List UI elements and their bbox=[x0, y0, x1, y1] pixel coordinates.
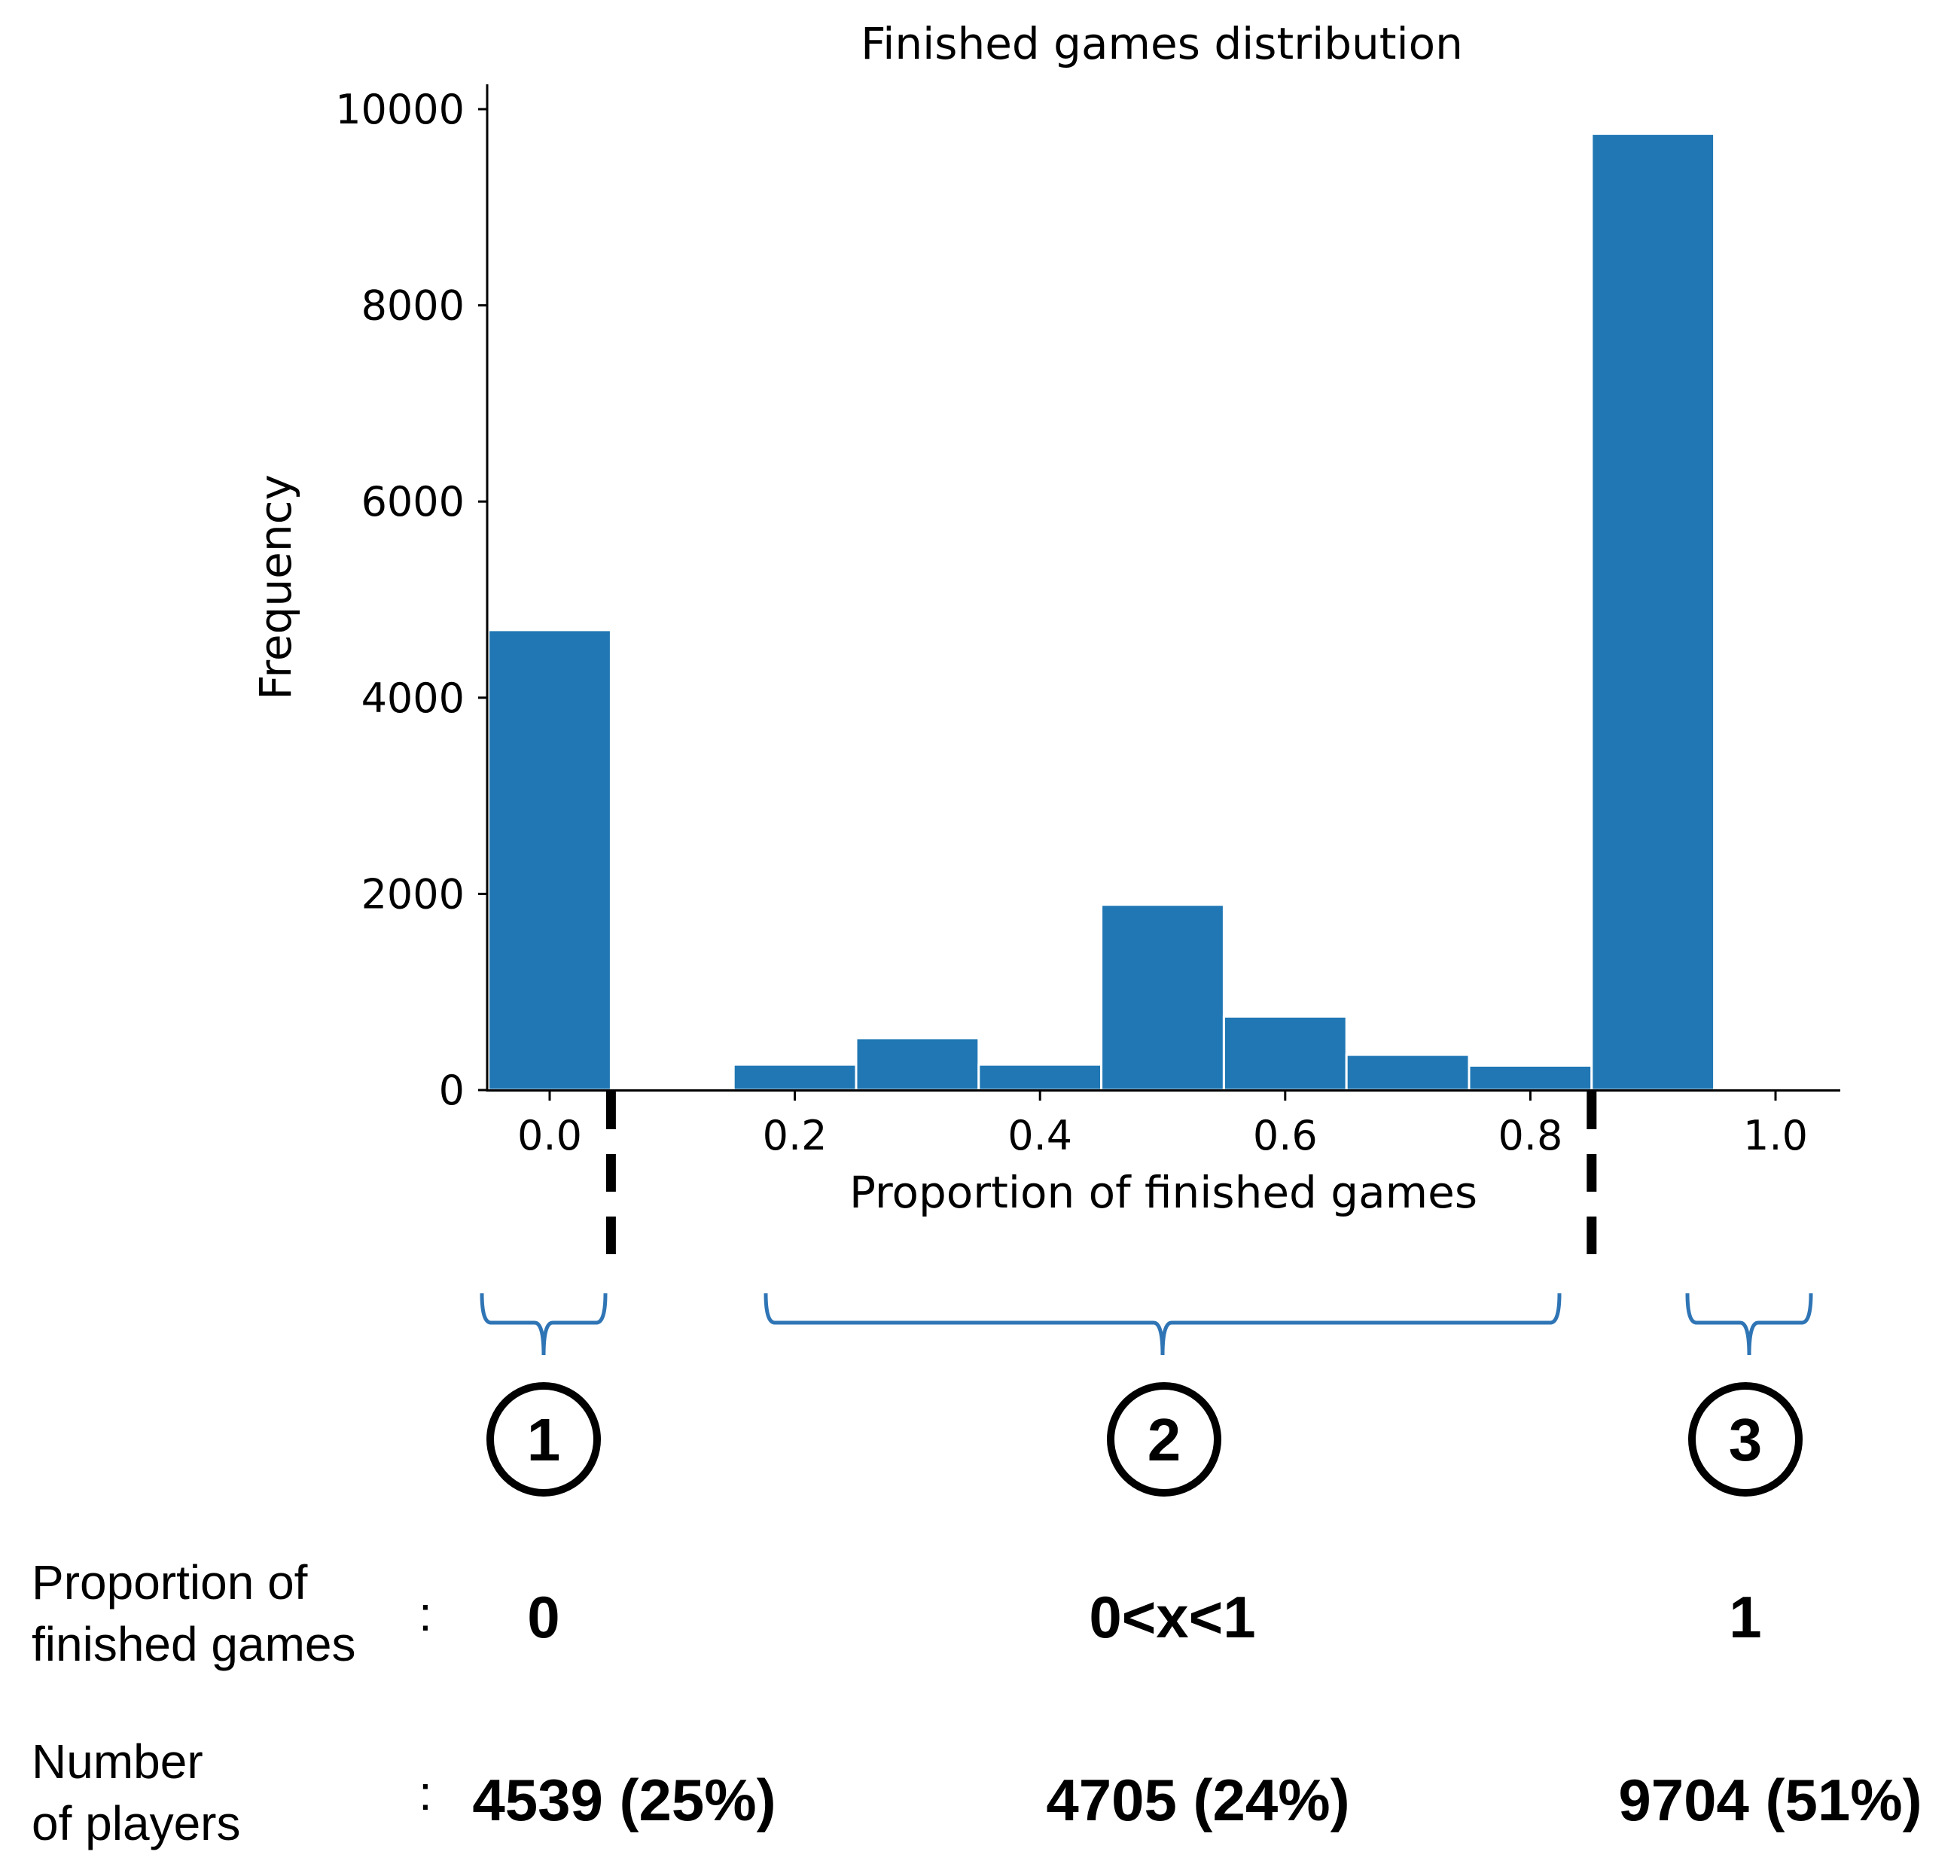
x-ticks: 0.0 0.2 0.4 0.6 0.8 1.0 bbox=[517, 1092, 1808, 1159]
histogram-bar bbox=[1100, 903, 1225, 1092]
x-tick-label: 0.8 bbox=[1498, 1112, 1562, 1159]
group-2-number: 2 bbox=[1148, 1406, 1181, 1473]
x-tick-label: 0.6 bbox=[1253, 1112, 1318, 1159]
y-ticks: 0 2000 4000 6000 8000 10000 bbox=[335, 86, 487, 1114]
histogram-bar bbox=[1468, 1064, 1593, 1092]
y-tick-label: 0 bbox=[439, 1067, 465, 1114]
y-axis-label: Frequency bbox=[250, 474, 301, 700]
y-tick-label: 6000 bbox=[361, 478, 465, 525]
proportion-row-label-line1: Proportion of bbox=[32, 1555, 308, 1610]
histogram-bar bbox=[1345, 1053, 1471, 1092]
players-row-colon: : bbox=[419, 1766, 432, 1820]
group-1-number: 1 bbox=[527, 1406, 561, 1473]
group-3-number: 3 bbox=[1729, 1406, 1763, 1473]
group-1-circle bbox=[486, 1382, 601, 1497]
y-tick-label: 10000 bbox=[335, 86, 465, 133]
histogram-bar bbox=[1222, 1015, 1348, 1092]
x-axis-label: Proportion of finished games bbox=[849, 1167, 1477, 1218]
brace-group-3 bbox=[1685, 1293, 1813, 1356]
y-tick-label: 2000 bbox=[361, 870, 465, 918]
x-tick-label: 0.0 bbox=[517, 1112, 582, 1159]
group-2-circle bbox=[1107, 1382, 1221, 1497]
brace-group-2 bbox=[764, 1293, 1562, 1356]
histogram-bars bbox=[487, 132, 1716, 1092]
group-3-proportion: 1 bbox=[1729, 1584, 1761, 1650]
x-tick-label: 0.2 bbox=[763, 1112, 828, 1159]
players-row-label-line1: Number bbox=[32, 1734, 203, 1789]
y-tick-label: 4000 bbox=[361, 675, 465, 722]
group-1-players: 4539 (25%) bbox=[472, 1767, 776, 1833]
histogram-bar bbox=[1590, 132, 1716, 1092]
histogram-bar bbox=[977, 1063, 1103, 1092]
y-tick-label: 8000 bbox=[361, 282, 465, 330]
chart-title: Finished games distribution bbox=[861, 18, 1463, 69]
x-tick-label: 0.4 bbox=[1007, 1112, 1072, 1159]
group-2-proportion: 0<x<1 bbox=[1089, 1584, 1255, 1650]
proportion-row-label-line2: finished games bbox=[32, 1617, 355, 1671]
group-1-proportion: 0 bbox=[527, 1584, 559, 1650]
x-tick-label: 1.0 bbox=[1743, 1112, 1808, 1159]
proportion-row-colon: : bbox=[419, 1587, 432, 1641]
brace-group-1 bbox=[480, 1293, 608, 1356]
group-2-players: 4705 (24%) bbox=[1046, 1767, 1349, 1833]
histogram-bar bbox=[487, 629, 612, 1092]
histogram-bar bbox=[732, 1063, 858, 1092]
group-3-players: 9704 (51%) bbox=[1618, 1767, 1922, 1833]
group-3-circle bbox=[1688, 1382, 1803, 1497]
histogram-bar bbox=[855, 1037, 980, 1092]
players-row-label-line2: of players bbox=[32, 1796, 240, 1850]
